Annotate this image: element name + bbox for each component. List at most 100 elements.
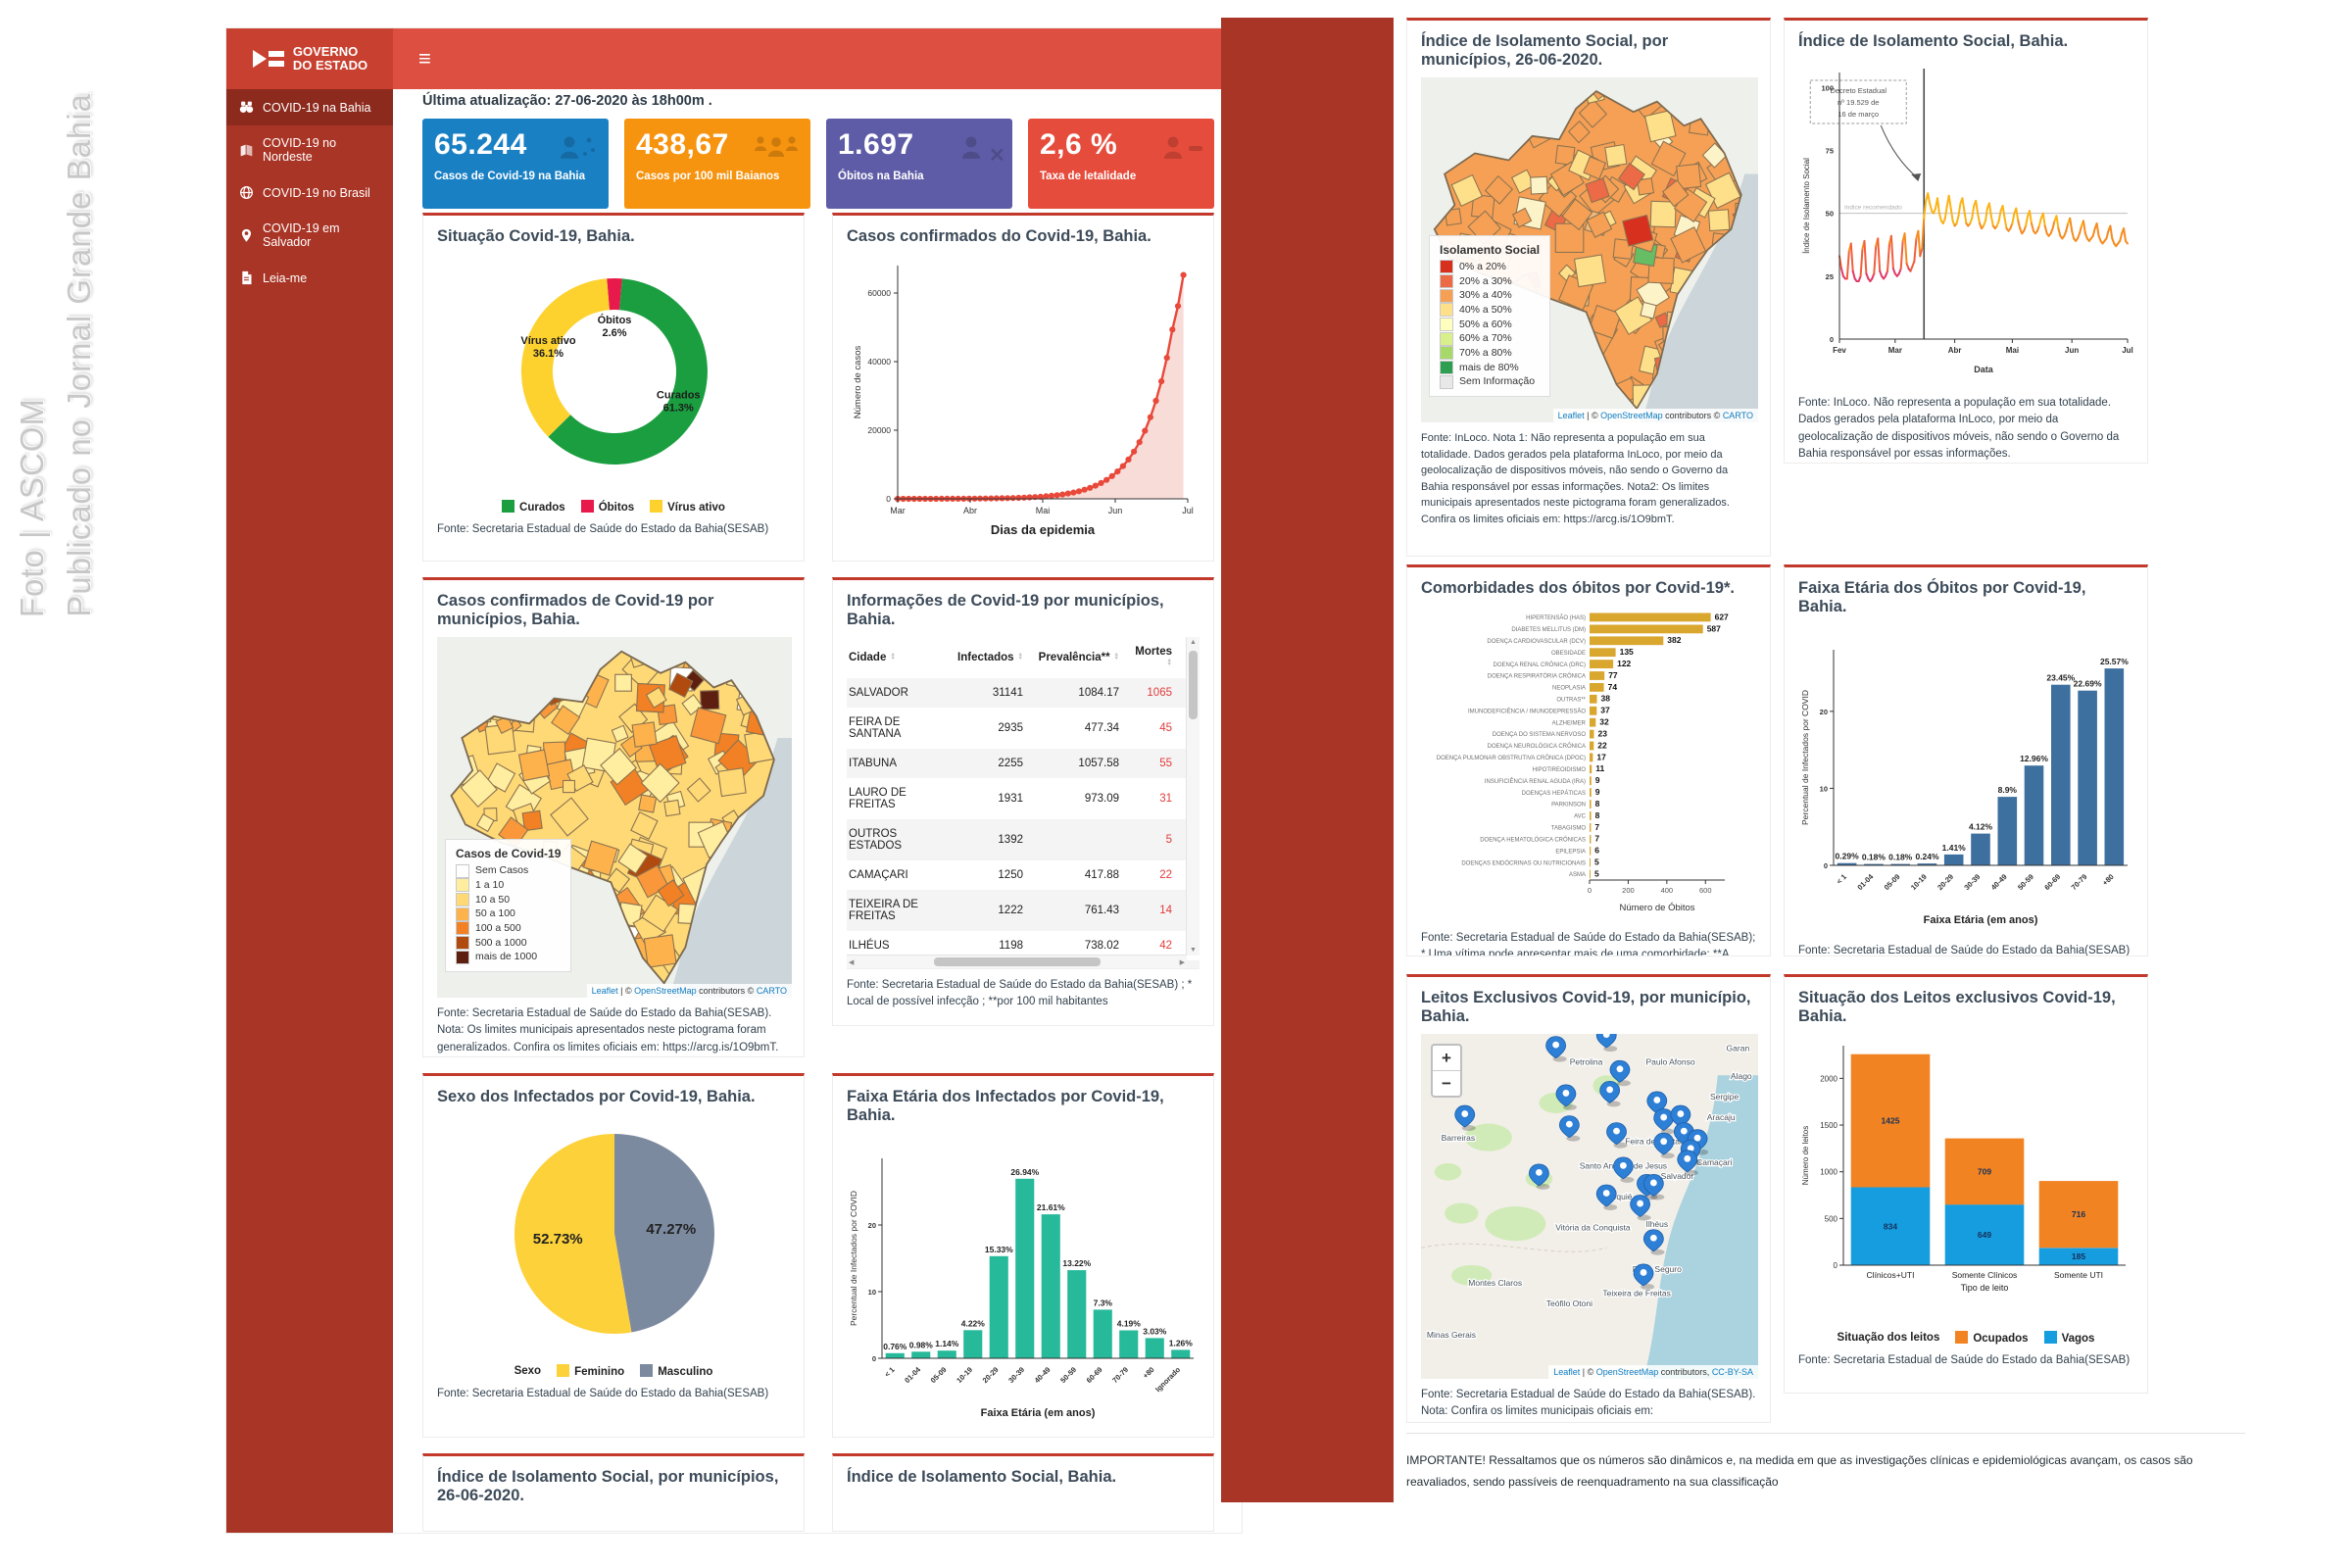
pie-chart-sexo[interactable]: 47.27% 52.73% Sexo Feminino Masculino: [437, 1114, 790, 1378]
map-pin-icon: [1595, 1184, 1618, 1210]
svg-text:0: 0: [1830, 335, 1834, 344]
legend-item: Ocupados: [1955, 1331, 2029, 1345]
stat-card-2[interactable]: ✕ 1.697 Óbitos na Bahia: [826, 119, 1012, 209]
fonte-text: Fonte: Secretaria Estadual de Saúde do E…: [847, 979, 1193, 1008]
card-casos-confirmados: Casos confirmados do Covid-19, Bahia. 0 2…: [832, 213, 1214, 562]
horizontal-scrollbar[interactable]: ◀ ▶: [847, 955, 1187, 968]
menu-toggle-icon[interactable]: ≡: [418, 46, 431, 71]
card-mapa-leitos: Leitos Exclusivos Covid-19, por municípi…: [1406, 974, 1771, 1423]
svg-text:500: 500: [1825, 1214, 1838, 1223]
svg-text:Abr: Abr: [963, 506, 977, 515]
legend-title: Sexo: [514, 1365, 542, 1377]
svg-text:< 1: < 1: [883, 1365, 897, 1379]
svg-text:587: 587: [1707, 623, 1721, 633]
map-legend-item: 50 a 100: [456, 906, 561, 921]
svg-text:DOENÇA CARDIOVASCULAR (DCV): DOENÇA CARDIOVASCULAR (DCV): [1487, 639, 1586, 645]
map-legend-item: 30% a 40%: [1440, 288, 1540, 303]
map-legend: Casos de Covid-19 Sem Casos 1 a 10 10 a 50…: [445, 839, 572, 972]
map-legend-item: 1 a 10: [456, 878, 561, 893]
svg-text:20: 20: [868, 1221, 876, 1230]
svg-text:TABAGISMO: TABAGISMO: [1551, 826, 1587, 832]
svg-text:0.18%: 0.18%: [1862, 853, 1886, 862]
sidebar-item-label: Leia-me: [263, 270, 308, 285]
sidebar-item-0[interactable]: COVID-19 na Bahia: [226, 89, 393, 125]
card-title: Faixa Etária dos Óbitos por Covid-19, Ba…: [1798, 579, 2086, 615]
sidebar-band: [1221, 18, 1394, 1502]
attribution-link[interactable]: Leaflet: [1557, 411, 1585, 420]
svg-text:75: 75: [1826, 147, 1834, 156]
chart-legend[interactable]: Sexo Feminino Masculino: [437, 1364, 790, 1378]
zoom-out-button[interactable]: −: [1442, 1073, 1451, 1093]
group-icon: [748, 126, 805, 178]
svg-text:0.24%: 0.24%: [1915, 852, 1939, 861]
svg-text:12.96%: 12.96%: [2020, 754, 2048, 763]
hbar-chart-comorbidades[interactable]: HIPERTENSÃO (HAS) 627 DIABETES MELLITUS (D…: [1421, 606, 1756, 922]
attribution-link[interactable]: CC-BY-SA: [1711, 1367, 1753, 1377]
column-header[interactable]: Infectados ▲ ▼: [957, 652, 1023, 663]
pin-map-leitos[interactable]: Petrolina Paulo Afonso Garan Alago Sergipe Ar…: [1421, 1034, 1758, 1379]
bar-chart-idade-infectados[interactable]: 0.76% < 1 0.98% 01-04 1.14% 05-09 4.22% 10-19 15…: [847, 1133, 1200, 1428]
svg-text:Jun: Jun: [2065, 346, 2079, 355]
svg-text:50-59: 50-59: [2016, 872, 2035, 892]
municipios-table[interactable]: Cidade ▲ ▼ Infectados ▲ ▼ Prevalência** ▲ ▼ Morte…: [847, 637, 1200, 969]
sort-icon[interactable]: ▲ ▼: [1017, 652, 1023, 662]
stacked-bar-chart-leitos[interactable]: 834 1425 Clínicos+UTI 649 709 Somente Clínico…: [1798, 1034, 2133, 1345]
choropleth-map-casos[interactable]: Casos de Covid-19 Sem Casos 1 a 10 10 a 50…: [437, 637, 792, 998]
line-chart-isolamento[interactable]: índice recomendado Decreto Estadual nº 19.…: [1798, 59, 2133, 387]
card-title: Situação Covid-19, Bahia.: [437, 227, 635, 245]
chart-legend[interactable]: Curados Óbitos Vírus ativo: [437, 500, 790, 514]
map-pin-icon: [1653, 1108, 1675, 1135]
attribution-link[interactable]: OpenStreetMap: [634, 986, 697, 996]
attribution-link[interactable]: Leaflet: [591, 986, 618, 996]
sort-icon[interactable]: ▲ ▼: [890, 652, 896, 662]
svg-text:Mai: Mai: [2006, 346, 2019, 355]
governo-do-estado-logo[interactable]: GOVERNO DO ESTADO: [226, 28, 393, 89]
svg-text:HIPERTENSÃO (HAS): HIPERTENSÃO (HAS): [1526, 614, 1586, 621]
sidebar-item-1[interactable]: COVID-19 no Nordeste: [226, 125, 393, 174]
bar-chart-idade-obitos[interactable]: 0.29% < 1 0.18% 01-04 0.18% 05-09 0.24% 10-19 1.…: [1798, 624, 2133, 935]
attribution-link[interactable]: CARTO: [756, 986, 787, 996]
attribution-link[interactable]: CARTO: [1722, 411, 1753, 420]
sidebar-item-2[interactable]: COVID-19 no Brasil: [226, 174, 393, 211]
stat-card-3[interactable]: 2,6 % Taxa de letalidade: [1028, 119, 1214, 209]
line-chart-casos[interactable]: 0 20000 40000 60000 Mar Abr Mai Jun Jul Dias da e…: [847, 254, 1200, 553]
sidebar-item-4[interactable]: Leia-me: [226, 260, 393, 296]
card-tabela-municipios: Informações de Covid-19 por municípios, …: [832, 577, 1214, 1026]
svg-text:600: 600: [1699, 886, 1712, 895]
sort-icon[interactable]: ▲ ▼: [1166, 658, 1172, 667]
sort-icon[interactable]: ▲ ▼: [1113, 652, 1119, 662]
svg-text:50: 50: [1826, 210, 1834, 219]
svg-text:DOENÇA DO SISTEMA NERVOSO: DOENÇA DO SISTEMA NERVOSO: [1493, 732, 1587, 738]
sidebar-item-3[interactable]: COVID-19 em Salvador: [226, 211, 393, 260]
vertical-scrollbar[interactable]: ▲ ▼: [1186, 637, 1200, 956]
svg-text:21.61%: 21.61%: [1037, 1202, 1065, 1212]
chart-legend[interactable]: Situação dos leitos Ocupados Vagos: [1798, 1331, 2133, 1345]
svg-text:6: 6: [1594, 846, 1599, 856]
attribution-link[interactable]: Leaflet: [1553, 1367, 1581, 1377]
column-header[interactable]: Mortes▲ ▼: [1135, 646, 1172, 667]
attribution-link[interactable]: OpenStreetMap: [1600, 411, 1663, 420]
donut-chart-situacao[interactable]: Óbitos 2.6% Curados 61.3% Vírus ativo 36.1% Cu…: [437, 254, 790, 514]
svg-text:36.1%: 36.1%: [533, 348, 564, 360]
legend-item: Óbitos: [580, 500, 634, 514]
column-header[interactable]: Prevalência** ▲ ▼: [1038, 652, 1119, 663]
svg-text:7: 7: [1594, 822, 1599, 832]
table-row[interactable]: OUTROS ESTADOS139250,00: [847, 819, 1200, 860]
stat-card-1[interactable]: 438,67 Casos por 100 mil Baianos: [624, 119, 810, 209]
stat-card-0[interactable]: 65.244 Casos de Covid-19 na Bahia: [422, 119, 609, 209]
card-situacao: Situação Covid-19, Bahia. Óbitos 2.6% Cura…: [422, 213, 805, 562]
svg-text:< 1: < 1: [1835, 872, 1848, 886]
svg-text:Mar: Mar: [890, 506, 906, 515]
attribution-link[interactable]: OpenStreetMap: [1595, 1367, 1659, 1377]
svg-text:ALZHEIMER: ALZHEIMER: [1552, 720, 1587, 726]
zoom-in-button[interactable]: +: [1433, 1046, 1460, 1071]
choropleth-map-isolamento[interactable]: Isolamento Social 0% a 20% 20% a 30% 30% a…: [1421, 77, 1758, 422]
column-header[interactable]: Cidade ▲ ▼: [849, 652, 896, 663]
map-pin-icon: [1595, 1034, 1618, 1053]
